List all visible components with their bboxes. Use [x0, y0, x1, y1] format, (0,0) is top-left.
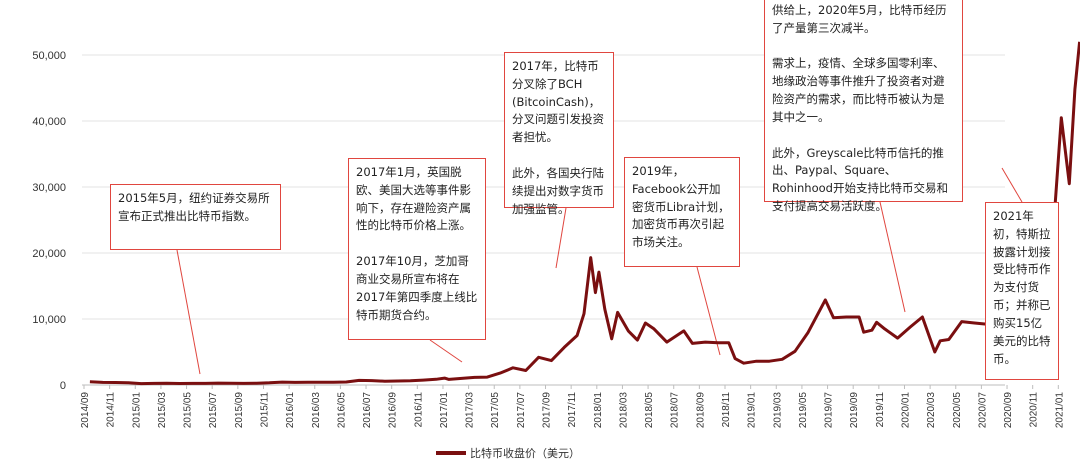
x-tick-label: 2019/07 — [824, 392, 835, 429]
x-tick-label: 2016/07 — [362, 392, 373, 429]
x-tick-label: 2016/01 — [285, 392, 296, 429]
legend: 比特币收盘价（美元） — [436, 446, 580, 460]
x-tick-label: 2017/11 — [567, 392, 578, 428]
annotation-2017-fork: 2017年，比特币分叉除了BCH (BitcoinCash)，分叉问题引发投资者… — [504, 52, 614, 216]
x-tick-label: 2015/05 — [183, 392, 194, 429]
x-tick-label: 2019/11 — [875, 392, 886, 428]
callout-leader — [1001, 167, 1023, 203]
annotation-2019-libra: 2019年，Facebook公开加密货币Libra计划，加密货币再次引起市场关注… — [624, 157, 740, 267]
x-tick-label: 2020/09 — [1003, 392, 1014, 429]
x-axis: 2014/09 2014/11 2015/01 2015/03 2015/05 2015/… — [80, 384, 1065, 429]
x-tick-label: 2020/01 — [900, 392, 911, 429]
x-tick-label: 2019/03 — [772, 392, 783, 429]
callout-leader — [176, 249, 201, 375]
y-tick-label: 10,000 — [32, 314, 66, 326]
x-tick-label: 2018/01 — [593, 392, 604, 429]
annotation-2021: 2021年初，特斯拉披露计划接受比特币作为支付货币；并称已购买15亿美元的比特币… — [985, 202, 1059, 380]
annotation-2017: 2017年1月，英国脱欧、美国大选等事件影响下，存在避险资产属性的比特币价格上涨… — [348, 158, 486, 340]
y-tick-label: 50,000 — [32, 50, 66, 62]
x-tick-label: 2016/09 — [388, 392, 399, 429]
x-tick-label: 2021/01 — [1054, 392, 1065, 429]
callout-leader — [555, 207, 567, 269]
x-tick-label: 2018/07 — [670, 392, 681, 429]
y-tick-label: 0 — [60, 380, 66, 392]
x-tick-label: 2017/05 — [490, 392, 501, 429]
x-tick-label: 2018/09 — [695, 392, 706, 429]
x-tick-label: 2017/09 — [542, 392, 553, 429]
x-tick-label: 2020/05 — [952, 392, 963, 429]
callout-leader — [429, 339, 463, 363]
series-line-btc-close — [89, 41, 1080, 386]
y-tick-label: 20,000 — [32, 248, 66, 260]
x-tick-label: 2016/05 — [336, 392, 347, 429]
x-tick-label: 2015/03 — [157, 392, 168, 429]
x-tick-label: 2018/03 — [618, 392, 629, 429]
x-tick-label: 2020/07 — [977, 392, 988, 429]
x-tick-label: 2016/11 — [413, 392, 424, 428]
x-tick-label: 2020/11 — [1029, 392, 1040, 428]
x-tick-label: 2018/05 — [644, 392, 655, 429]
x-tick-label: 2017/01 — [439, 392, 450, 429]
x-tick-label: 2015/09 — [234, 392, 245, 429]
legend-label: 比特币收盘价（美元） — [470, 447, 580, 460]
y-tick-label: 30,000 — [32, 182, 66, 194]
x-tick-label: 2016/03 — [311, 392, 322, 429]
y-tick-label: 40,000 — [32, 116, 66, 128]
x-tick-label: 2018/11 — [721, 392, 732, 428]
x-tick-label: 2014/11 — [106, 392, 117, 428]
x-tick-label: 2015/07 — [208, 392, 219, 429]
callout-leader — [696, 266, 721, 356]
x-tick-label: 2020/03 — [926, 392, 937, 429]
x-tick-label: 2017/07 — [516, 392, 527, 429]
callout-leader — [879, 201, 906, 313]
x-tick-label: 2019/05 — [798, 392, 809, 429]
x-tick-label: 2015/01 — [131, 392, 142, 429]
legend-swatch — [436, 451, 466, 455]
annotation-2020: 供给上，2020年5月，比特币经历了产量第三次减半。 需求上，疫情、全球多国零利… — [764, 0, 963, 213]
annotation-2015-05: 2015年5月，纽约证券交易所宣布正式推出比特币指数。 — [110, 184, 281, 250]
x-tick-label: 2019/01 — [747, 392, 758, 429]
x-tick-label: 2019/09 — [849, 392, 860, 429]
callout-leaders — [176, 167, 1023, 375]
x-tick-label: 2017/03 — [465, 392, 476, 429]
y-axis: 0 10,000 20,000 30,000 40,000 50,000 — [32, 50, 66, 392]
x-tick-label: 2014/09 — [80, 392, 91, 429]
x-tick-label: 2015/11 — [259, 392, 270, 428]
